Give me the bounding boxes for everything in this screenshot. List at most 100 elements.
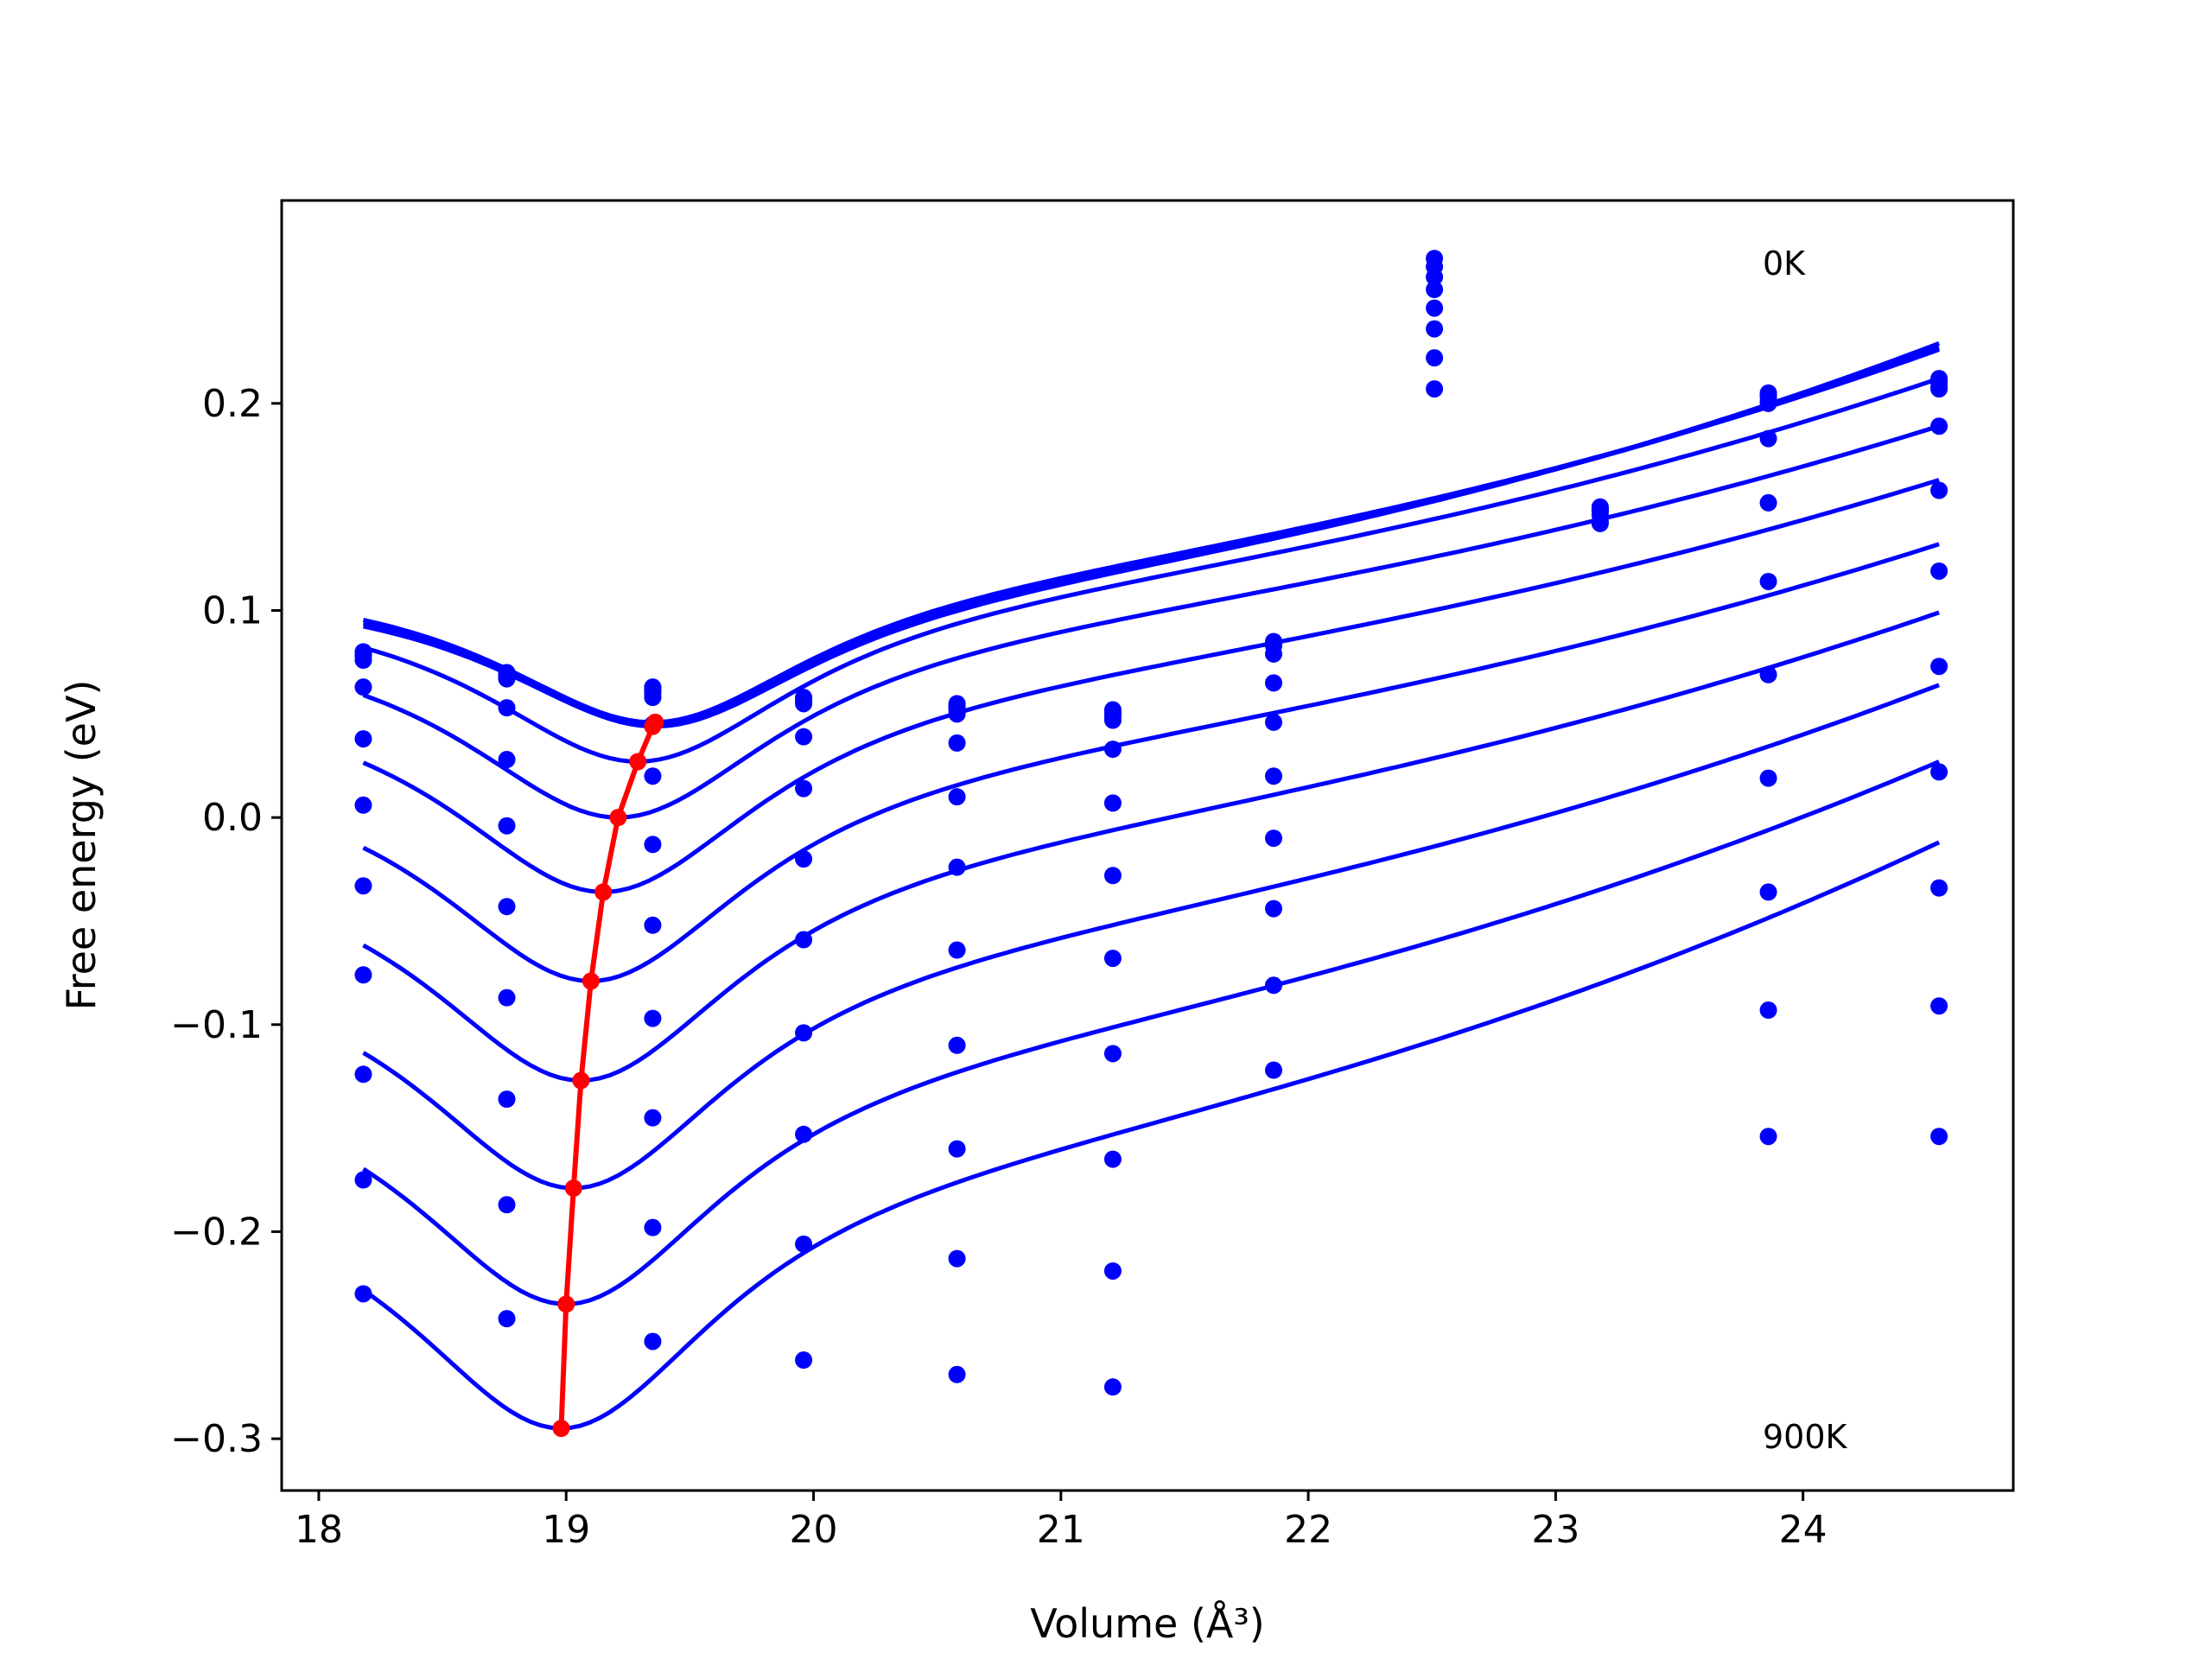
- data-point: [498, 898, 516, 916]
- data-point: [498, 1196, 516, 1214]
- y-tick-label: −0.3: [170, 1417, 263, 1461]
- data-point: [498, 817, 516, 835]
- data-point: [1930, 997, 1948, 1015]
- data-point: [498, 670, 516, 688]
- data-point: [795, 1024, 813, 1042]
- data-point: [1930, 1128, 1948, 1146]
- minimum-point: [564, 1179, 582, 1198]
- data-point: [1930, 879, 1948, 897]
- data-point: [354, 730, 372, 748]
- minimum-point: [629, 753, 647, 771]
- data-point: [354, 877, 372, 895]
- data-point: [1930, 380, 1948, 398]
- data-point: [1103, 867, 1122, 885]
- fit-curve: [362, 610, 1940, 1084]
- data-point: [354, 1171, 372, 1189]
- data-point: [795, 931, 813, 949]
- x-axis-label: Volume (Å³): [1030, 1600, 1265, 1647]
- data-point: [1265, 674, 1283, 692]
- fit-curve: [362, 840, 1941, 1431]
- data-point: [1265, 830, 1283, 848]
- fit-curve: [362, 542, 1940, 984]
- data-point: [1759, 1001, 1777, 1020]
- data-point: [1759, 493, 1777, 512]
- y-tick-label: 0.0: [202, 796, 263, 840]
- data-point: [498, 988, 516, 1007]
- minimum-point: [557, 1295, 575, 1313]
- x-tick-label: 19: [542, 1508, 590, 1552]
- data-point: [644, 916, 662, 934]
- data-point: [1103, 950, 1122, 968]
- data-point: [498, 1310, 516, 1328]
- data-point: [1103, 711, 1122, 729]
- data-point: [644, 767, 662, 785]
- minimum-point: [594, 883, 613, 901]
- minimum-path-line: [558, 721, 658, 1429]
- data-point: [1426, 380, 1444, 398]
- minimum-point: [552, 1420, 570, 1438]
- data-point: [1930, 417, 1948, 435]
- y-axis-label: Free energy (eV): [58, 680, 105, 1011]
- x-tick-label: 24: [1779, 1508, 1827, 1552]
- x-tick-label: 20: [790, 1508, 838, 1552]
- minimum-point: [582, 972, 600, 990]
- data-point: [1103, 741, 1122, 759]
- data-point: [1759, 429, 1777, 448]
- fit-curve: [362, 760, 1941, 1306]
- data-point: [1759, 572, 1777, 590]
- data-point: [1265, 976, 1283, 995]
- data-point: [354, 678, 372, 696]
- y-tick-label: −0.2: [170, 1210, 263, 1254]
- data-point: [354, 796, 372, 814]
- data-point: [1265, 1061, 1283, 1079]
- data-point: [1930, 481, 1948, 499]
- data-point: [1759, 1128, 1777, 1146]
- data-point: [1426, 320, 1444, 338]
- data-point: [644, 836, 662, 854]
- data-point: [498, 699, 516, 717]
- x-tick-label: 18: [295, 1508, 343, 1552]
- data-point: [1591, 500, 1609, 518]
- data-point: [948, 734, 966, 752]
- data-point: [795, 1351, 813, 1370]
- data-point: [1103, 1150, 1122, 1168]
- data-point: [354, 966, 372, 984]
- fit-curve: [362, 478, 1940, 894]
- x-tick-label: 23: [1531, 1508, 1580, 1552]
- data-point: [1426, 349, 1444, 367]
- data-point: [1426, 299, 1444, 317]
- data-point: [1930, 658, 1948, 676]
- y-tick-label: 0.2: [202, 382, 263, 426]
- plot-content: [354, 250, 1948, 1438]
- x-axis-ticks: 18 19 20 21 22 23 24: [295, 1491, 1827, 1552]
- data-point: [1265, 767, 1283, 785]
- x-tick-label: 22: [1284, 1508, 1332, 1552]
- data-point: [644, 689, 662, 707]
- data-point: [644, 1009, 662, 1027]
- data-point: [948, 1036, 966, 1054]
- data-point: [354, 1285, 372, 1303]
- y-axis-ticks: 0.2 0.1 0.0 −0.1 −0.2 −0.3: [170, 382, 282, 1461]
- data-point: [354, 1065, 372, 1084]
- data-point: [1103, 794, 1122, 812]
- data-point: [795, 779, 813, 798]
- minimum-point: [644, 717, 662, 735]
- data-point: [948, 941, 966, 959]
- data-point: [795, 850, 813, 868]
- x-tick-label: 21: [1037, 1508, 1085, 1552]
- data-point: [1103, 1262, 1122, 1280]
- y-tick-label: 0.1: [202, 589, 263, 633]
- data-point: [948, 788, 966, 806]
- data-point: [498, 1090, 516, 1109]
- data-point: [1103, 1378, 1122, 1396]
- data-point: [948, 705, 966, 723]
- data-point: [1265, 713, 1283, 731]
- data-point: [948, 1249, 966, 1268]
- minimum-point: [572, 1071, 590, 1090]
- fit-curve: [362, 376, 1940, 764]
- data-point: [795, 1125, 813, 1143]
- data-point: [1265, 899, 1283, 918]
- fit-curve: [362, 683, 1940, 1191]
- fit-curve: [362, 347, 1940, 725]
